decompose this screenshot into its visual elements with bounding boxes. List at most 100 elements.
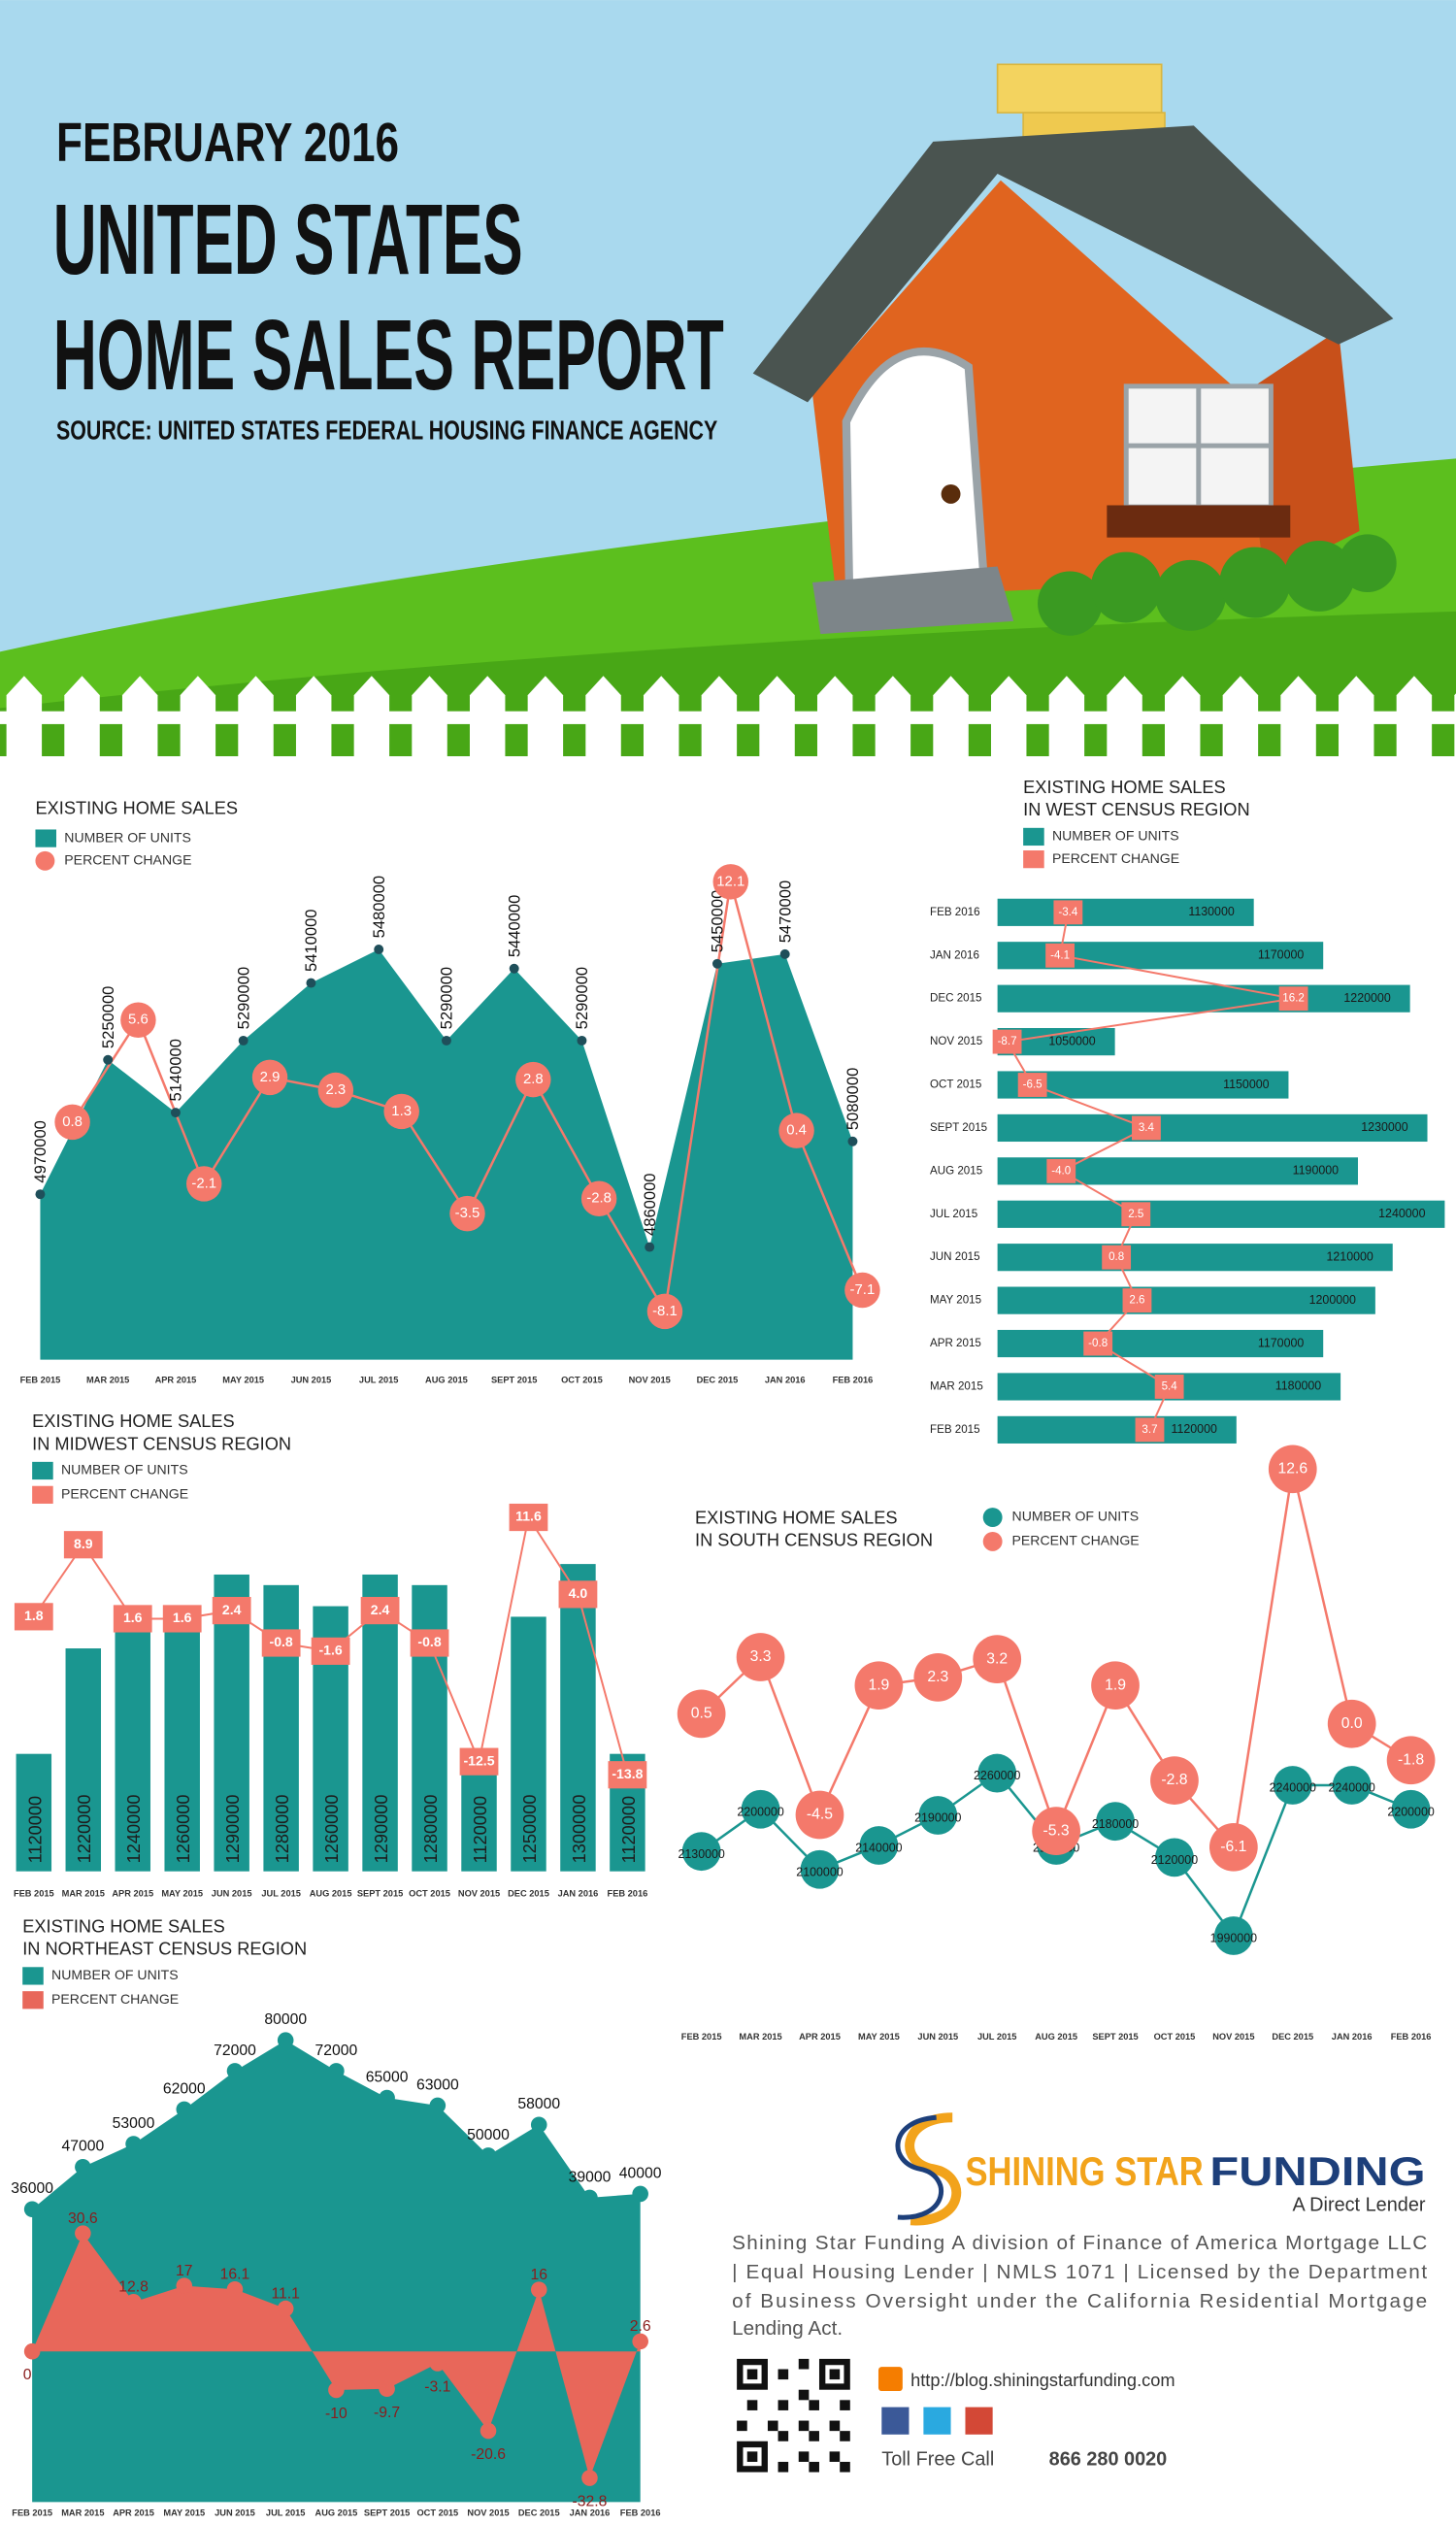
percent-dot [515, 1061, 551, 1098]
legend-swatch [32, 1461, 53, 1480]
x-tick-label: NOV 2015 [458, 1888, 500, 1898]
percent-dot [1327, 1699, 1376, 1748]
facebook-icon[interactable] [881, 2407, 910, 2435]
percent-marker [212, 1597, 251, 1625]
phone: 866 280 0020 [1049, 2448, 1168, 2470]
picket [1280, 676, 1316, 760]
percent-dot [646, 1293, 683, 1330]
qr-module [809, 2431, 819, 2441]
percent-dot [1032, 1807, 1080, 1856]
percent-label: 3.7 [1142, 1423, 1157, 1436]
x-tick-label: JUN 2015 [215, 2507, 255, 2517]
bar-label: 1170000 [1258, 948, 1305, 962]
picket [1107, 676, 1142, 760]
percent-marker [1053, 900, 1083, 925]
bar-label: 1050000 [1048, 1034, 1095, 1047]
bar [65, 1648, 102, 1872]
x-tick-label: DEC 2015 [518, 2507, 560, 2517]
percent-marker [1046, 1158, 1076, 1183]
x-tick-label: SEPT 2015 [364, 2507, 410, 2517]
twitter-icon[interactable] [923, 2407, 951, 2435]
percent-label: 30.6 [68, 2210, 98, 2227]
units-label: 5080000 [844, 1068, 862, 1130]
bush [1283, 540, 1355, 612]
units-dot [176, 2101, 193, 2118]
units-label: 2100000 [796, 1865, 843, 1878]
percent-label: -1.6 [318, 1643, 342, 1658]
blog-link[interactable]: http://blog.shiningstarfunding.com [910, 2370, 1175, 2390]
percent-label: 17 [176, 2263, 193, 2279]
units-label: 1990000 [1210, 1932, 1257, 1945]
legend-swatch [1023, 827, 1044, 847]
qr-module [798, 2451, 810, 2462]
x-tick-label: FEB 2015 [12, 2507, 52, 2517]
legend-label: NUMBER OF UNITS [61, 1462, 188, 1478]
legend-label: NUMBER OF UNITS [64, 829, 191, 845]
percent-dot [277, 2300, 294, 2317]
qr-module [778, 2461, 789, 2473]
units-dot [277, 2032, 294, 2048]
picket [1339, 676, 1374, 760]
qr-module [840, 2431, 850, 2441]
qr-module [829, 2420, 841, 2432]
bar-label: 1290000 [222, 1794, 243, 1863]
bar-label: 1220000 [74, 1794, 94, 1863]
bush [1090, 551, 1162, 623]
disclaimer: | Equal Housing Lender | NMLS 1071 | Lic… [732, 2261, 1427, 2283]
chart-title: EXISTING HOME SALES [32, 1411, 235, 1431]
x-tick-label: MAR 2015 [62, 1888, 105, 1898]
legend-label: PERCENT CHANGE [1012, 1533, 1140, 1548]
percent-label: -20.6 [471, 2446, 506, 2463]
percent-dot [677, 1689, 726, 1739]
picket [412, 676, 447, 760]
units-dot [577, 1035, 587, 1046]
bar-label: 1170000 [1258, 1336, 1305, 1349]
units-label: 39000 [569, 2169, 612, 2185]
units-label: 80000 [264, 2011, 307, 2028]
googleplus-icon[interactable] [965, 2407, 993, 2435]
picket [469, 676, 506, 760]
percent-marker [410, 1629, 449, 1657]
percent-dot [973, 1635, 1022, 1683]
units-dot [779, 948, 790, 959]
bar-label: 1260000 [321, 1794, 342, 1863]
bar [997, 984, 1410, 1013]
y-tick-label: MAY 2015 [930, 1294, 981, 1307]
legend-swatch [22, 1991, 44, 2009]
percent-dot [480, 2422, 497, 2440]
units-label: 62000 [163, 2080, 206, 2097]
x-tick-label: JAN 2016 [558, 1888, 599, 1898]
chart-title: IN WEST CENSUS REGION [1023, 799, 1250, 819]
units-label: 5480000 [370, 876, 388, 938]
x-tick-label: DEC 2015 [697, 1376, 739, 1385]
units-dot [918, 1796, 958, 1835]
percent-marker [1045, 943, 1075, 968]
chart-title: IN NORTHEAST CENSUS REGION [22, 1939, 307, 1959]
percent-label: -32.8 [573, 2494, 608, 2510]
percent-label: -0.8 [1088, 1337, 1108, 1349]
legend-label: NUMBER OF UNITS [1052, 828, 1179, 844]
qr-module [798, 2420, 810, 2432]
percent-marker [1135, 1417, 1165, 1443]
disclaimer: of Business Oversight under the Californ… [732, 2290, 1427, 2312]
units-label: 5290000 [438, 967, 456, 1029]
percent-label: 3.4 [1139, 1121, 1155, 1134]
units-dot [441, 1035, 451, 1046]
units-label: 2240000 [1328, 1781, 1374, 1795]
bar-label: 1300000 [569, 1794, 589, 1863]
units-dot [859, 1826, 899, 1865]
percent-label: 0.5 [691, 1706, 712, 1722]
percent-marker [1102, 1245, 1132, 1270]
bar-label: 1240000 [123, 1794, 144, 1863]
qr-module [746, 2400, 758, 2410]
percent-dot [226, 2280, 244, 2298]
x-tick-label: JUN 2015 [917, 2032, 958, 2042]
units-dot [632, 2185, 648, 2203]
bar-label: 1130000 [1188, 905, 1235, 918]
qr-module [737, 2420, 747, 2432]
bar [511, 1616, 546, 1872]
percent-label: 2.5 [1128, 1208, 1143, 1220]
picket [816, 676, 853, 760]
units-label: 2120000 [1151, 1853, 1198, 1867]
percent-dot [844, 1272, 880, 1309]
